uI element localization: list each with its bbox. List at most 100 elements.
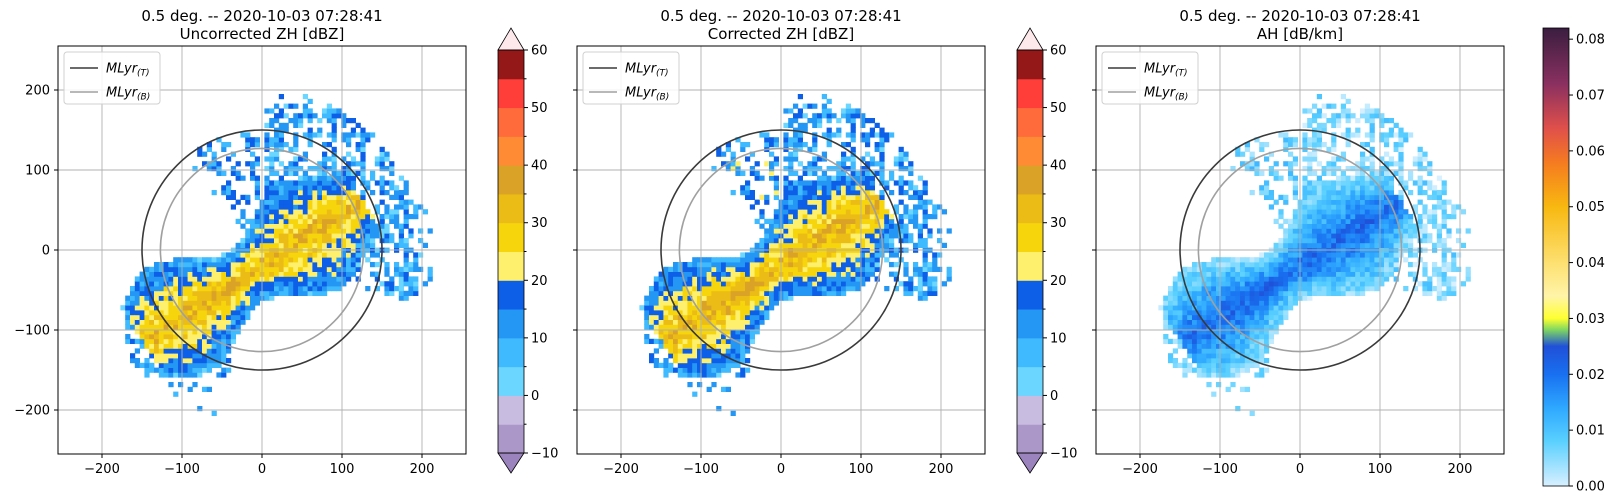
field-cell xyxy=(687,329,693,335)
colorbar-segment xyxy=(1017,280,1043,310)
field-cell xyxy=(1316,185,1322,191)
field-cell xyxy=(264,204,270,210)
field-cell xyxy=(1398,127,1404,133)
field-cell xyxy=(250,266,256,272)
field-cell xyxy=(1393,238,1399,244)
field-cell xyxy=(802,271,808,277)
field-cell xyxy=(917,281,923,287)
field-cell xyxy=(1321,214,1327,220)
field-cell xyxy=(692,286,698,292)
colorbar-tick-label: 10 xyxy=(531,331,548,346)
field-cell xyxy=(360,190,366,196)
field-cell xyxy=(1379,190,1385,196)
field-cell xyxy=(841,151,847,157)
panel-title-line1: 0.5 deg. -- 2020-10-03 07:28:41 xyxy=(660,7,901,25)
field-cell xyxy=(125,300,131,306)
field-cell xyxy=(1230,382,1236,388)
field-cell xyxy=(1216,319,1222,325)
field-cell xyxy=(1432,266,1438,272)
field-cell xyxy=(673,358,679,364)
field-cell xyxy=(1417,190,1423,196)
field-cell xyxy=(374,233,380,239)
field-cell xyxy=(1393,142,1399,148)
field-cell xyxy=(197,146,203,152)
field-cell xyxy=(855,175,861,181)
field-cell xyxy=(1331,190,1337,196)
field-cell xyxy=(1321,113,1327,119)
field-cell xyxy=(826,271,832,277)
plot-area: −200 −100 0 100 200−200−1000100200MLyr(T)MLy… xyxy=(14,45,467,477)
field-cell xyxy=(687,372,693,378)
field-cell xyxy=(226,252,232,258)
field-cell xyxy=(817,266,823,272)
field-cell xyxy=(884,132,890,138)
field-cell xyxy=(192,295,198,301)
field-cell xyxy=(1350,113,1356,119)
field-cell xyxy=(1369,137,1375,143)
field-cell xyxy=(178,266,184,272)
field-cell xyxy=(802,113,808,119)
field-cell xyxy=(668,286,674,292)
field-cell xyxy=(240,175,246,181)
field-cell xyxy=(1388,257,1394,263)
field-cell xyxy=(793,238,799,244)
field-cell xyxy=(250,257,256,263)
field-cell xyxy=(673,319,679,325)
field-cell xyxy=(283,122,289,128)
field-cell xyxy=(1268,252,1274,258)
field-cell xyxy=(1369,166,1375,172)
field-cell xyxy=(394,190,400,196)
field-cell xyxy=(1283,290,1289,296)
field-cell xyxy=(1340,214,1346,220)
field-cell xyxy=(673,334,679,340)
field-cell xyxy=(1379,266,1385,272)
field-cell xyxy=(802,262,808,268)
field-cell xyxy=(274,290,280,296)
field-cell xyxy=(735,353,741,359)
legend-label-subscript: (B) xyxy=(137,93,150,103)
field-cell xyxy=(1206,362,1212,368)
field-cell xyxy=(1168,319,1174,325)
field-cell xyxy=(374,252,380,258)
legend-label: MLyr(B) xyxy=(625,86,669,103)
field-cell xyxy=(913,185,919,191)
field-cell xyxy=(379,175,385,181)
field-cell xyxy=(1302,276,1308,282)
field-cell xyxy=(869,156,875,162)
field-cell xyxy=(793,257,799,263)
field-cell xyxy=(677,372,683,378)
field-cell xyxy=(1196,300,1202,306)
field-cell xyxy=(1192,343,1198,349)
field-cell xyxy=(1211,324,1217,330)
field-cell xyxy=(274,218,280,224)
field-cell xyxy=(1302,166,1308,172)
field-cell xyxy=(389,194,395,200)
field-cell xyxy=(692,362,698,368)
field-cell xyxy=(893,180,899,186)
field-cell xyxy=(826,166,832,172)
field-cell xyxy=(1220,319,1226,325)
field-cell xyxy=(725,142,731,148)
field-cell xyxy=(730,161,736,167)
field-cell xyxy=(1417,223,1423,229)
field-cell xyxy=(278,242,284,248)
field-cell xyxy=(1417,233,1423,239)
field-cell xyxy=(1230,343,1236,349)
field-cell xyxy=(1230,358,1236,364)
legend: MLyr(T)MLyr(B) xyxy=(1101,51,1199,105)
field-cell xyxy=(1220,276,1226,282)
field-cell xyxy=(745,271,751,277)
field-cell xyxy=(245,199,251,205)
field-cell xyxy=(197,319,203,325)
field-cell xyxy=(350,199,356,205)
legend-label: MLyr(B) xyxy=(1144,86,1188,103)
field-cell xyxy=(1436,286,1442,292)
field-cell xyxy=(192,276,198,282)
field-cell xyxy=(1331,286,1337,292)
field-cell xyxy=(331,233,337,239)
field-cell xyxy=(1326,161,1332,167)
field-cell xyxy=(860,137,866,143)
field-cell xyxy=(413,290,419,296)
field-cell xyxy=(1312,238,1318,244)
field-cell xyxy=(788,204,794,210)
